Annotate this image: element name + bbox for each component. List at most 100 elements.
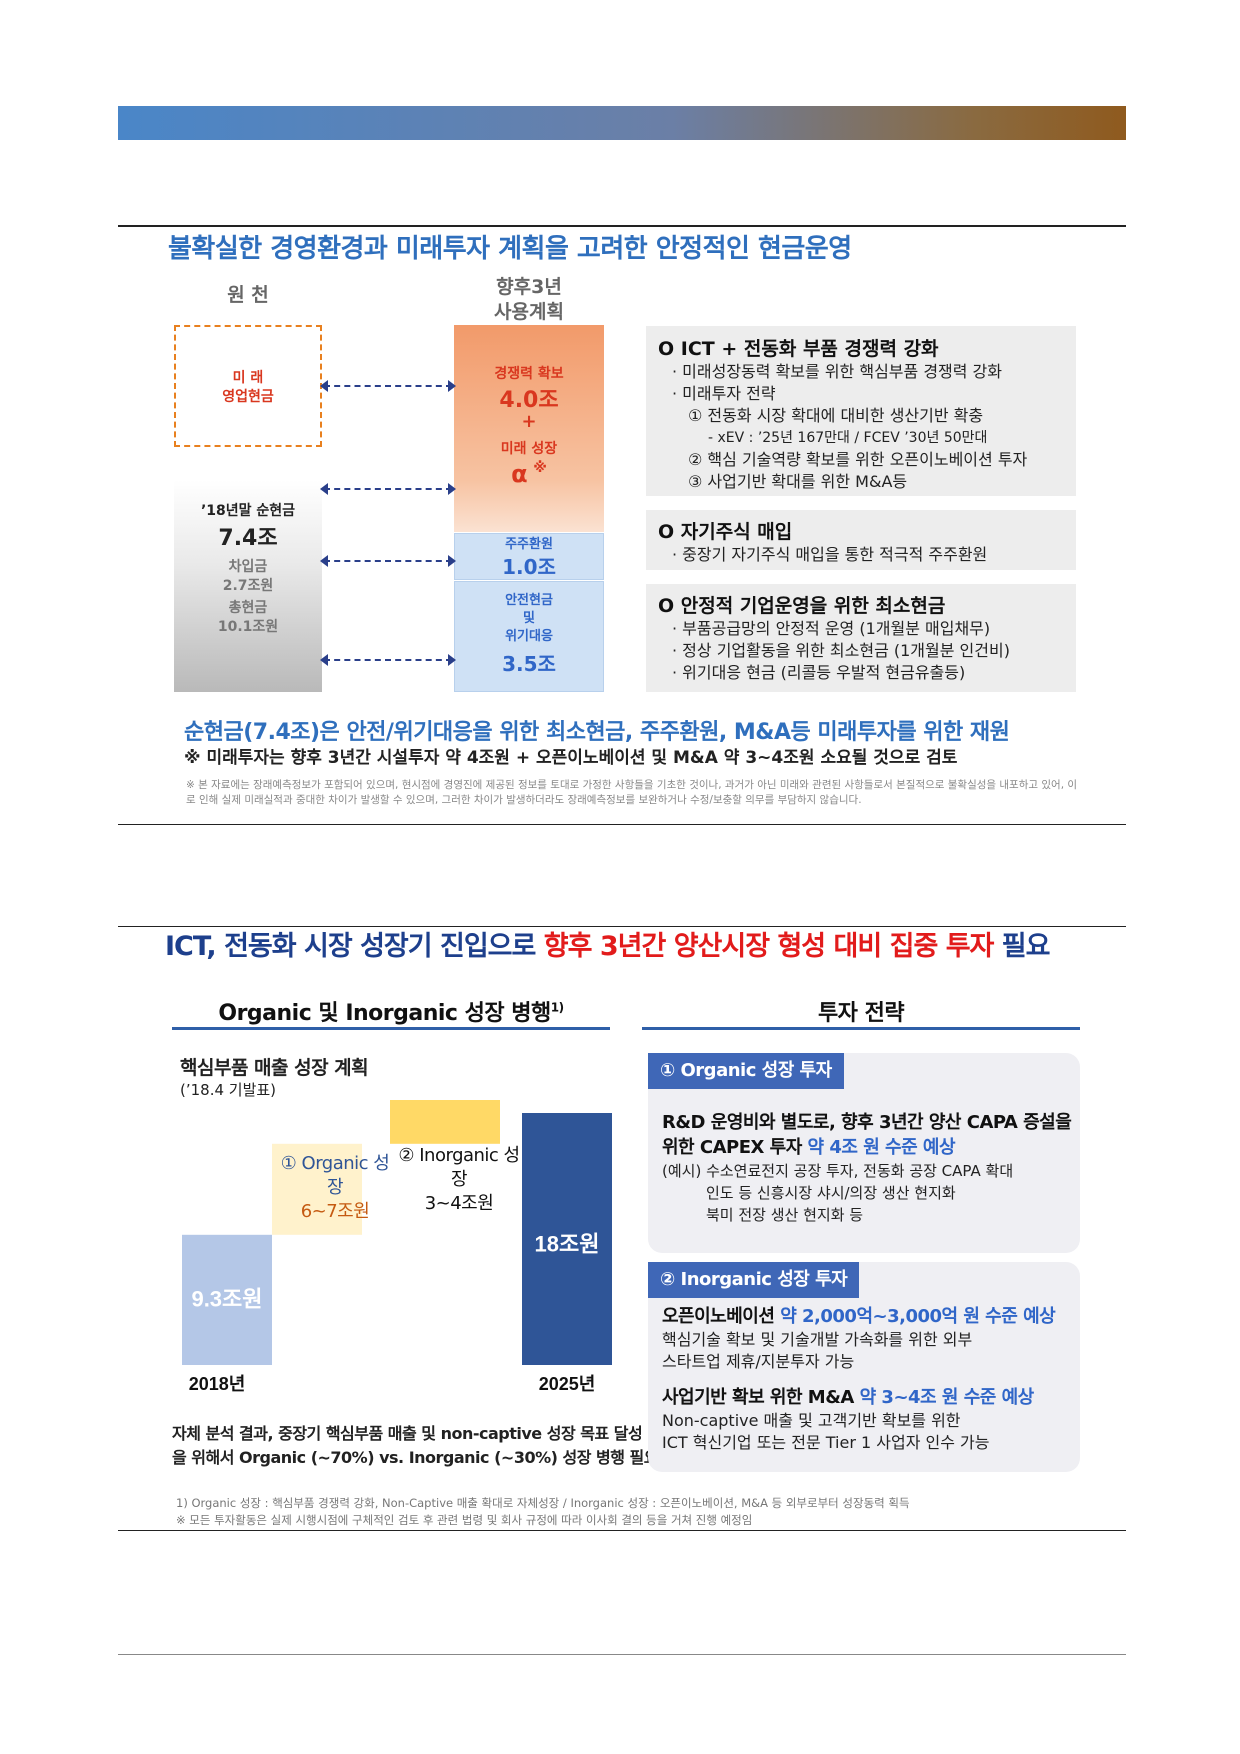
box2-line-1: · 중장기 자기주식 매입을 통한 적극적 주주환원: [672, 545, 988, 564]
inorganic-annot-value: 3~4조원: [424, 1193, 494, 1214]
safety-label-line3: 위기대응: [505, 629, 553, 644]
shareholder-label: 주주환원: [505, 537, 553, 552]
source-header: 원 천: [227, 284, 269, 306]
strategy-box-buyback: O 자기주식 매입 · 중장기 자기주식 매입을 통한 적극적 주주환원: [646, 510, 1076, 570]
left-header: Organic 및 Inorganic 성장 병행1): [172, 995, 610, 1027]
organic-annot-value: 6~7조원: [300, 1201, 370, 1222]
inorganic-annot-name: ② Inorganic 성장: [398, 1145, 520, 1190]
rb1-title-2: 위한 CAPEX 투자 약 4조 원 수준 예상: [662, 1135, 1072, 1160]
left-header-text: Organic 및 Inorganic 성장 병행: [218, 1001, 551, 1026]
growth-mark: ※: [533, 460, 547, 476]
label-2025-value: 18조원: [535, 1232, 600, 1257]
section2-title-c: 필요: [993, 931, 1051, 962]
borrow-label: 차입금: [228, 559, 268, 575]
growth-value-row: α ※: [454, 460, 604, 488]
rb1-line-2: 인도 등 신흥시장 샤시/의장 생산 현지화: [706, 1184, 956, 1202]
section1-bottom-rule: [118, 824, 1126, 825]
growth-label: 미래 성장: [500, 441, 558, 457]
future-cash-label: 미 래 영업현금: [174, 369, 322, 407]
arrow-cash-to-safety: [320, 654, 456, 666]
left-conclusion: 자체 분석 결과, 중장기 핵심부품 매출 및 non-captive 성장 목…: [172, 1422, 658, 1470]
bar-2025: [522, 1113, 612, 1365]
box3-line-3: · 위기대응 현금 (리콜등 우발적 현금유출등): [672, 663, 966, 682]
box1-title: O ICT + 전동화 부품 경쟁력 강화: [658, 338, 939, 360]
box1-line-3: ① 전동화 시장 확대에 대비한 생산기반 확충: [688, 406, 984, 425]
bar-2018: [182, 1234, 272, 1365]
rb2-title-2a: 사업기반 확보 위한 M&A: [662, 1387, 860, 1408]
shareholder-value: 1.0조: [502, 555, 556, 579]
footnotes: 1) Organic 성장 : 핵심부품 경쟁력 강화, Non-Captive…: [176, 1495, 910, 1529]
left-header-sup: 1): [550, 1000, 564, 1015]
plan-header-line2: 사용계획: [494, 301, 564, 323]
rb2-title-1a: 오픈이노베이션: [662, 1306, 781, 1327]
plan-header-line1: 향후3년: [496, 276, 562, 298]
rb2-line-3: Non-captive 매출 및 고객기반 확보를 위한: [662, 1411, 961, 1430]
competitiveness-box: [454, 325, 604, 532]
label-2018-value: 9.3조원: [191, 1286, 262, 1311]
organic-invest-tag: ① Organic 성장 투자: [648, 1053, 844, 1089]
arrow-cash-to-shareholder: [320, 555, 456, 567]
header-gradient-bar: [118, 106, 1126, 140]
future-label-line2: 영업현금: [222, 389, 274, 405]
safety-label-line2: 및: [523, 611, 535, 626]
inorganic-invest-content: 오픈이노베이션 약 2,000억~3,000억 원 수준 예상 핵심기술 확보 …: [662, 1304, 1072, 1454]
section2-bottom-rule: [118, 1530, 1126, 1531]
chart-subtitle: (’18.4 기발표): [180, 1081, 277, 1099]
section2-title-a: ICT, 전동화 시장 성장기 진입으로: [165, 931, 544, 962]
strategy-box-min-cash: O 안정적 기업운영을 위한 최소현금 · 부품공급망의 안정적 운영 (1개월…: [646, 584, 1076, 692]
section1-top-rule: [118, 225, 1126, 227]
box1-line-1: · 미래성장동력 확보를 위한 핵심부품 경쟁력 강화: [672, 362, 1003, 381]
box1-line-5: ② 핵심 기술역량 확보를 위한 오픈이노베이션 투자: [688, 450, 1028, 469]
inorganic-invest-tag: ② Inorganic 성장 투자: [648, 1262, 860, 1298]
organic-annot-name: ① Organic 성장: [280, 1153, 390, 1198]
left-conclusion-1: 자체 분석 결과, 중장기 핵심부품 매출 및 non-captive 성장 목…: [172, 1424, 643, 1443]
safety-label-line1: 안전현금: [505, 593, 553, 608]
compete-value: 4.0조: [499, 388, 559, 413]
rb1-title-2b: 약 4조 원 수준 예상: [807, 1137, 956, 1158]
footnote-1: 1) Organic 성장 : 핵심부품 경쟁력 강화, Non-Captive…: [176, 1496, 910, 1510]
rb1-line-3: 북미 전장 생산 현지화 등: [706, 1206, 864, 1224]
bar-inorganic: [390, 1100, 500, 1144]
arrow-cash-to-growth: [320, 483, 456, 495]
section2-title-b: 향후 3년간 양산시장 형성 대비 집중 투자: [543, 931, 995, 962]
rb2-title-2b: 약 3~4조 원 수준 예상: [859, 1387, 1035, 1408]
growth-waterfall-chart: 9.3조원 18조원 2018년 2025년: [182, 1100, 612, 1394]
organic-bar-annotation: ① Organic 성장 6~7조원: [275, 1152, 395, 1224]
growth-value: α: [511, 460, 528, 488]
chart-title: 핵심부품 매출 성장 계획: [180, 1057, 369, 1079]
net-cash-box: [174, 480, 322, 692]
box1-line-4: - xEV : ’25년 167만대 / FCEV ’30년 50만대: [708, 430, 988, 446]
box3-line-2: · 정상 기업활동을 위한 최소현금 (1개월분 인건비): [672, 641, 1010, 660]
box1-line-2: · 미래투자 전략: [672, 384, 776, 403]
net-cash-label: ’18년말 순현금: [200, 503, 296, 519]
safety-cash-box: [454, 581, 604, 692]
left-header-underline: [172, 1027, 610, 1030]
left-conclusion-2: 을 위해서 Organic (~70%) vs. Inorganic (~30%…: [172, 1448, 658, 1467]
rb2-title-2: 사업기반 확보 위한 M&A 약 3~4조 원 수준 예상: [662, 1385, 1072, 1410]
rb1-title-2a: 위한 CAPEX 투자: [662, 1137, 808, 1158]
section1-note: ※ 미래투자는 향후 3년간 시설투자 약 4조원 + 오픈이노베이션 및 M&…: [184, 748, 958, 768]
box3-title: O 안정적 기업운영을 위한 최소현금: [658, 595, 946, 617]
disclaimer: ※ 본 자료에는 장래예측정보가 포함되어 있으며, 현시점에 경영진에 제공된…: [186, 779, 1078, 806]
total-cash-value: 10.1조원: [217, 619, 279, 635]
page-bottom-rule: [118, 1654, 1126, 1655]
rb2-line-4: ICT 혁신기업 또는 전문 Tier 1 사업자 인수 가능: [662, 1433, 990, 1452]
plus-sign: +: [521, 411, 537, 432]
rb1-line-1: (예시) 수소연료전지 공장 투자, 전동화 공장 CAPA 확대: [662, 1162, 1014, 1180]
section1-conclusion: 순현금(7.4조)은 안전/위기대응을 위한 최소현금, 주주환원, M&A등 …: [184, 720, 1010, 745]
shareholder-box: [454, 533, 604, 580]
future-label-line1: 미 래: [232, 370, 264, 386]
safety-label: 안전현금 및 위기대응: [454, 592, 604, 646]
strategy-box-ict: O ICT + 전동화 부품 경쟁력 강화 · 미래성장동력 확보를 위한 핵심…: [646, 326, 1076, 496]
plan-header: 향후3년 사용계획: [454, 275, 604, 325]
right-header: 투자 전략: [817, 1001, 905, 1026]
section2-top-rule: [118, 926, 1126, 927]
rb1-title-1: R&D 운영비와 별도로, 향후 3년간 양산 CAPA 증설을: [662, 1112, 1072, 1133]
borrow-value: 2.7조원: [222, 578, 274, 594]
section1-title: 불확실한 경영환경과 미래투자 계획을 고려한 안정적인 현금운영: [168, 234, 852, 264]
compete-label: 경쟁력 확보: [494, 366, 564, 382]
net-cash-value: 7.4조: [218, 526, 278, 551]
xlabel-2025: 2025년: [539, 1374, 596, 1394]
box3-line-1: · 부품공급망의 안정적 운영 (1개월분 매입채무): [672, 619, 991, 638]
xlabel-2018: 2018년: [189, 1374, 246, 1394]
